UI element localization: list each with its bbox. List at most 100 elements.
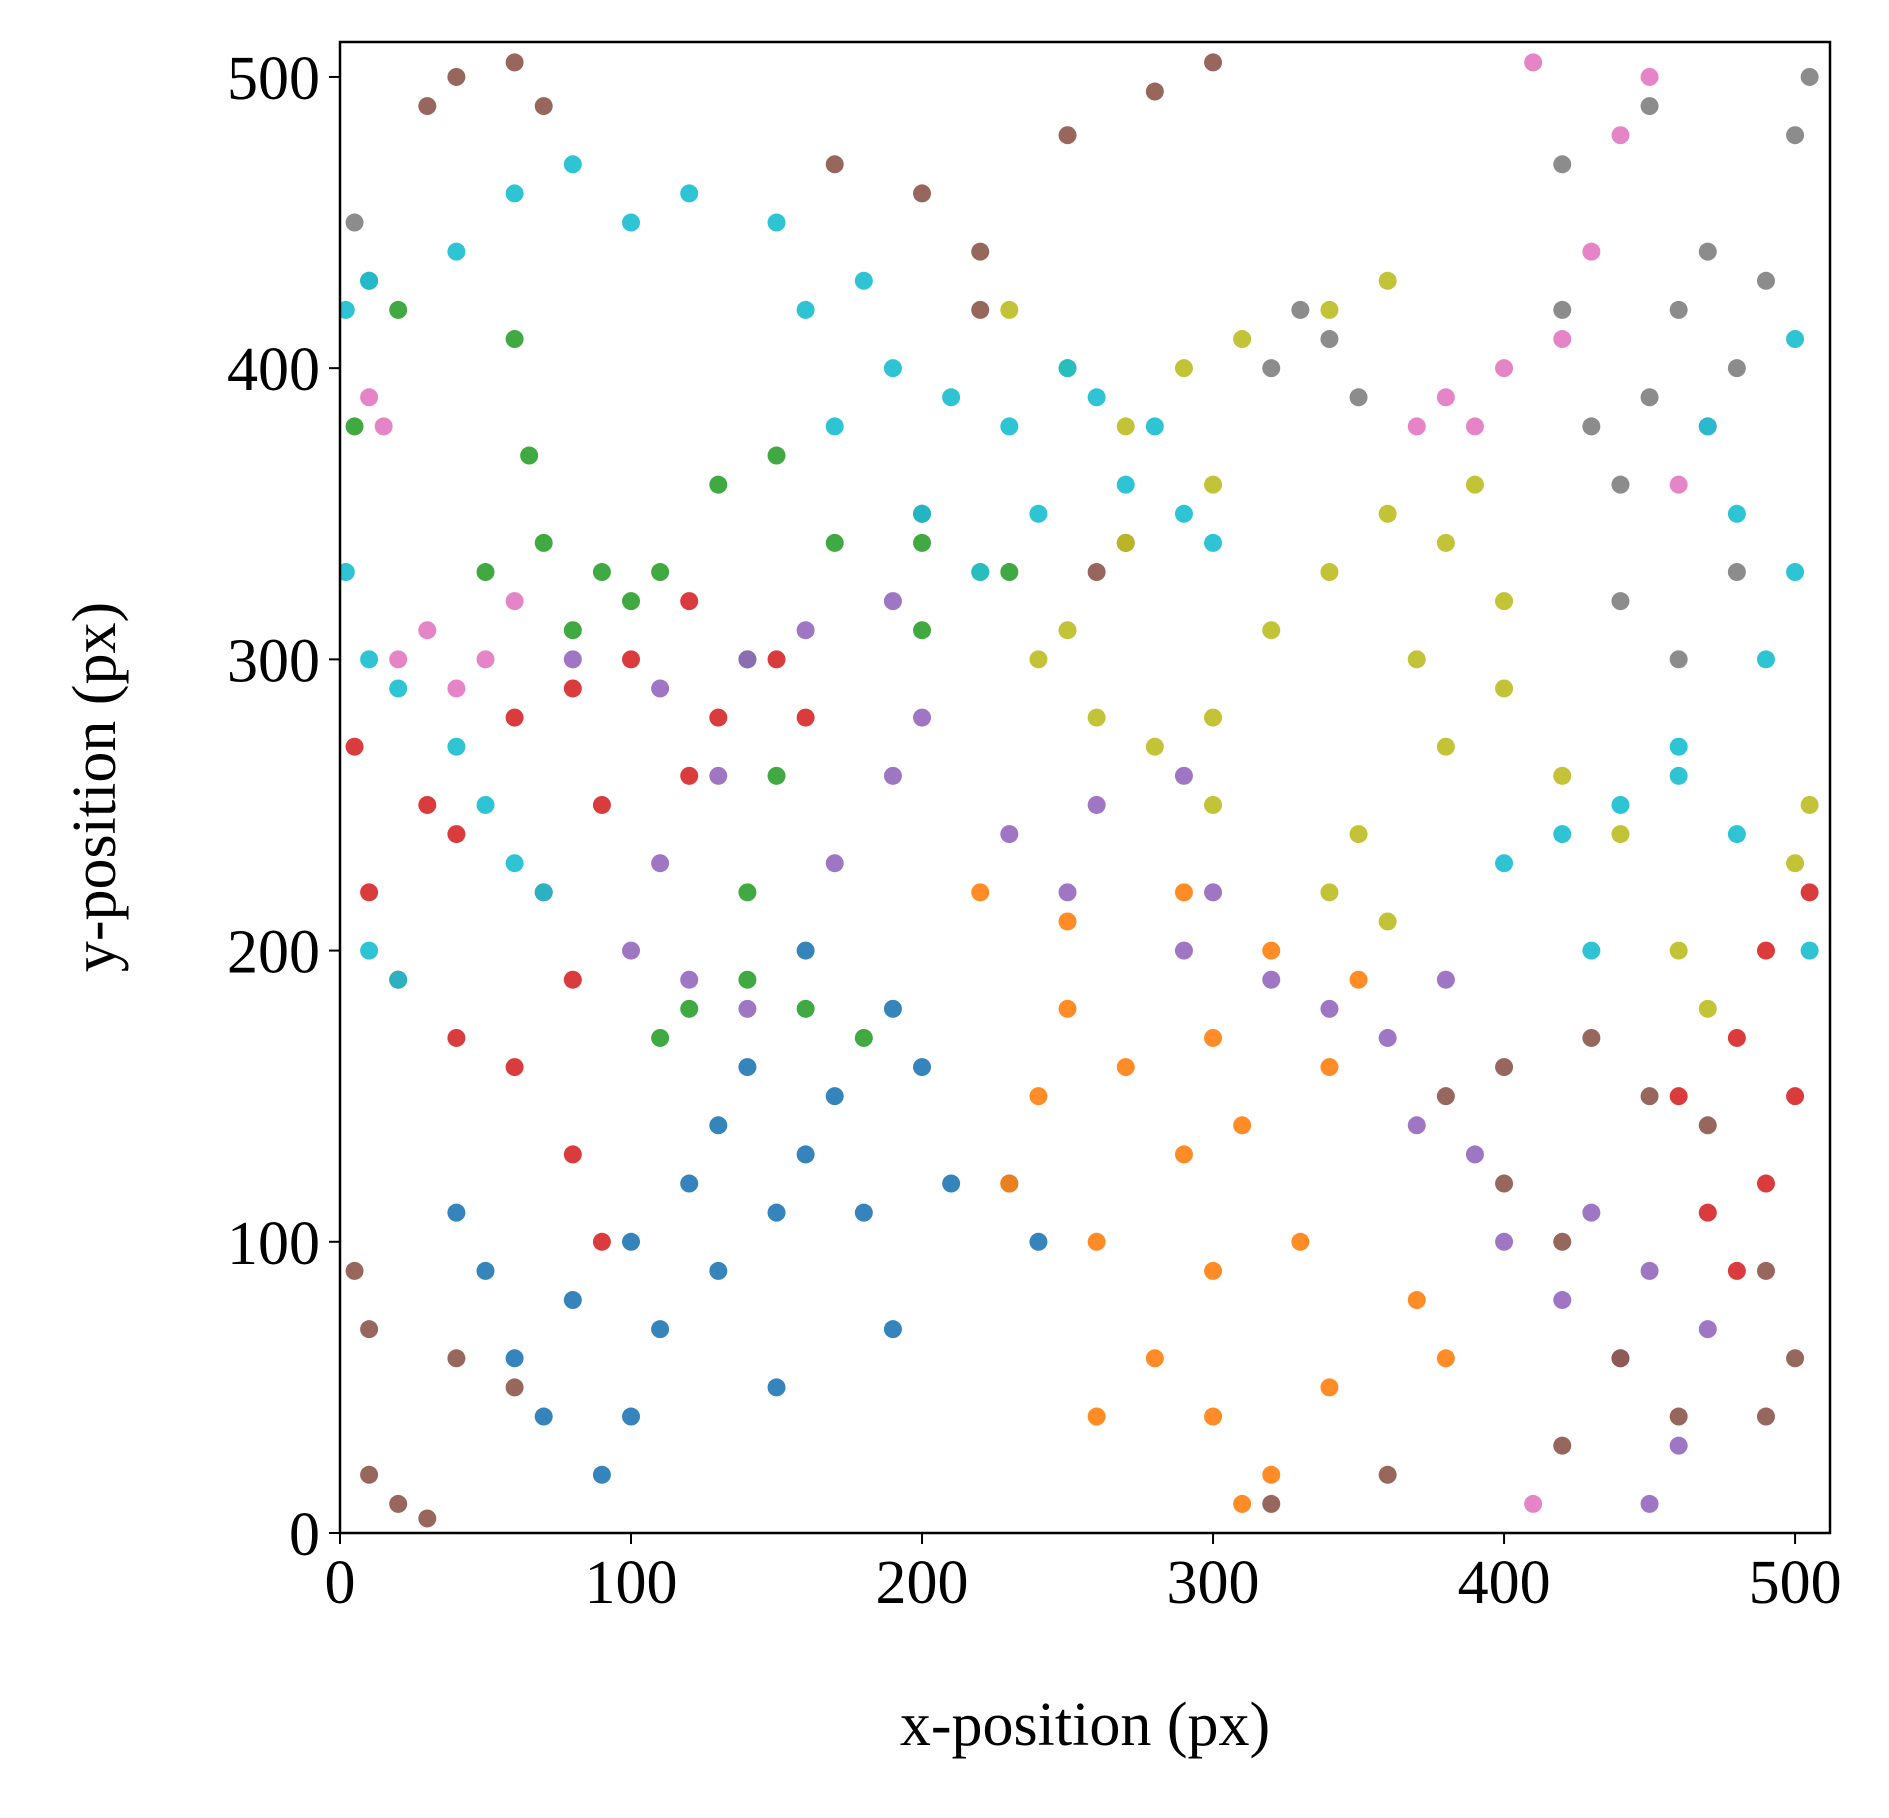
point [345, 417, 364, 436]
point [1262, 359, 1281, 378]
point [1495, 359, 1514, 378]
point [1669, 737, 1688, 756]
point [1320, 883, 1339, 902]
point [1669, 475, 1688, 494]
x-tick-label: 300 [1167, 1549, 1260, 1617]
point [534, 1407, 553, 1426]
point [680, 1174, 699, 1193]
point [651, 679, 670, 698]
point [1553, 766, 1572, 785]
point [622, 1232, 641, 1251]
point [1174, 883, 1193, 902]
point [1291, 1232, 1310, 1251]
point [1582, 941, 1601, 960]
y-tick-label: 400 [227, 336, 320, 404]
point [1756, 271, 1775, 290]
point [854, 1028, 873, 1047]
point [1582, 417, 1601, 436]
point [1669, 1407, 1688, 1426]
point [360, 941, 379, 960]
point [1756, 1174, 1775, 1193]
point [680, 970, 699, 989]
point [883, 359, 902, 378]
point [942, 1174, 961, 1193]
point [505, 708, 524, 727]
point [447, 1028, 466, 1047]
point [680, 766, 699, 785]
point [1320, 330, 1339, 349]
point [913, 184, 932, 203]
point [563, 970, 582, 989]
point [1640, 97, 1659, 116]
point [505, 1349, 524, 1368]
point [651, 1320, 670, 1339]
point [1174, 359, 1193, 378]
point [622, 941, 641, 960]
point [622, 1407, 641, 1426]
point [1800, 67, 1819, 86]
point [825, 155, 844, 174]
x-tick-label: 500 [1749, 1549, 1842, 1617]
x-tick-label: 200 [876, 1549, 969, 1617]
point [1407, 650, 1426, 669]
plot-area [340, 53, 1819, 1528]
point [505, 854, 524, 873]
point [1611, 825, 1630, 844]
point [1698, 1203, 1717, 1222]
point [1378, 912, 1397, 931]
point [1262, 941, 1281, 960]
point [1204, 883, 1223, 902]
point [1669, 766, 1688, 785]
x-tick-label: 0 [325, 1549, 356, 1617]
point [1495, 1058, 1514, 1077]
point [1204, 475, 1223, 494]
point [796, 708, 815, 727]
point [447, 242, 466, 261]
point [418, 1509, 437, 1528]
point [1204, 53, 1223, 72]
point [1407, 1116, 1426, 1135]
point [1029, 650, 1048, 669]
y-tick-label: 200 [227, 919, 320, 987]
point [360, 1320, 379, 1339]
point [1495, 1174, 1514, 1193]
point [1378, 1465, 1397, 1484]
point [1727, 1028, 1746, 1047]
point [1640, 1261, 1659, 1280]
point [913, 708, 932, 727]
point [854, 1203, 873, 1222]
point [1204, 795, 1223, 814]
point [389, 679, 408, 698]
point [1553, 1436, 1572, 1455]
point [767, 650, 786, 669]
point [738, 650, 757, 669]
x-tick-label: 400 [1458, 1549, 1551, 1617]
point [1611, 475, 1630, 494]
point [913, 533, 932, 552]
point [1756, 941, 1775, 960]
point [1174, 1145, 1193, 1164]
point [1436, 533, 1455, 552]
point [1378, 504, 1397, 523]
point [971, 242, 990, 261]
y-tick-label: 100 [227, 1210, 320, 1278]
point [1378, 271, 1397, 290]
point [1174, 504, 1193, 523]
point [709, 1261, 728, 1280]
point [1553, 300, 1572, 319]
point [340, 563, 355, 582]
point [709, 708, 728, 727]
point [1233, 1116, 1252, 1135]
point [1436, 1087, 1455, 1106]
point [505, 330, 524, 349]
point [447, 1203, 466, 1222]
point [1058, 883, 1077, 902]
point [534, 883, 553, 902]
point [505, 1378, 524, 1397]
point [563, 650, 582, 669]
point [1524, 1494, 1543, 1513]
plot-frame [338, 40, 1832, 1535]
point [1000, 825, 1019, 844]
point [1087, 388, 1106, 407]
